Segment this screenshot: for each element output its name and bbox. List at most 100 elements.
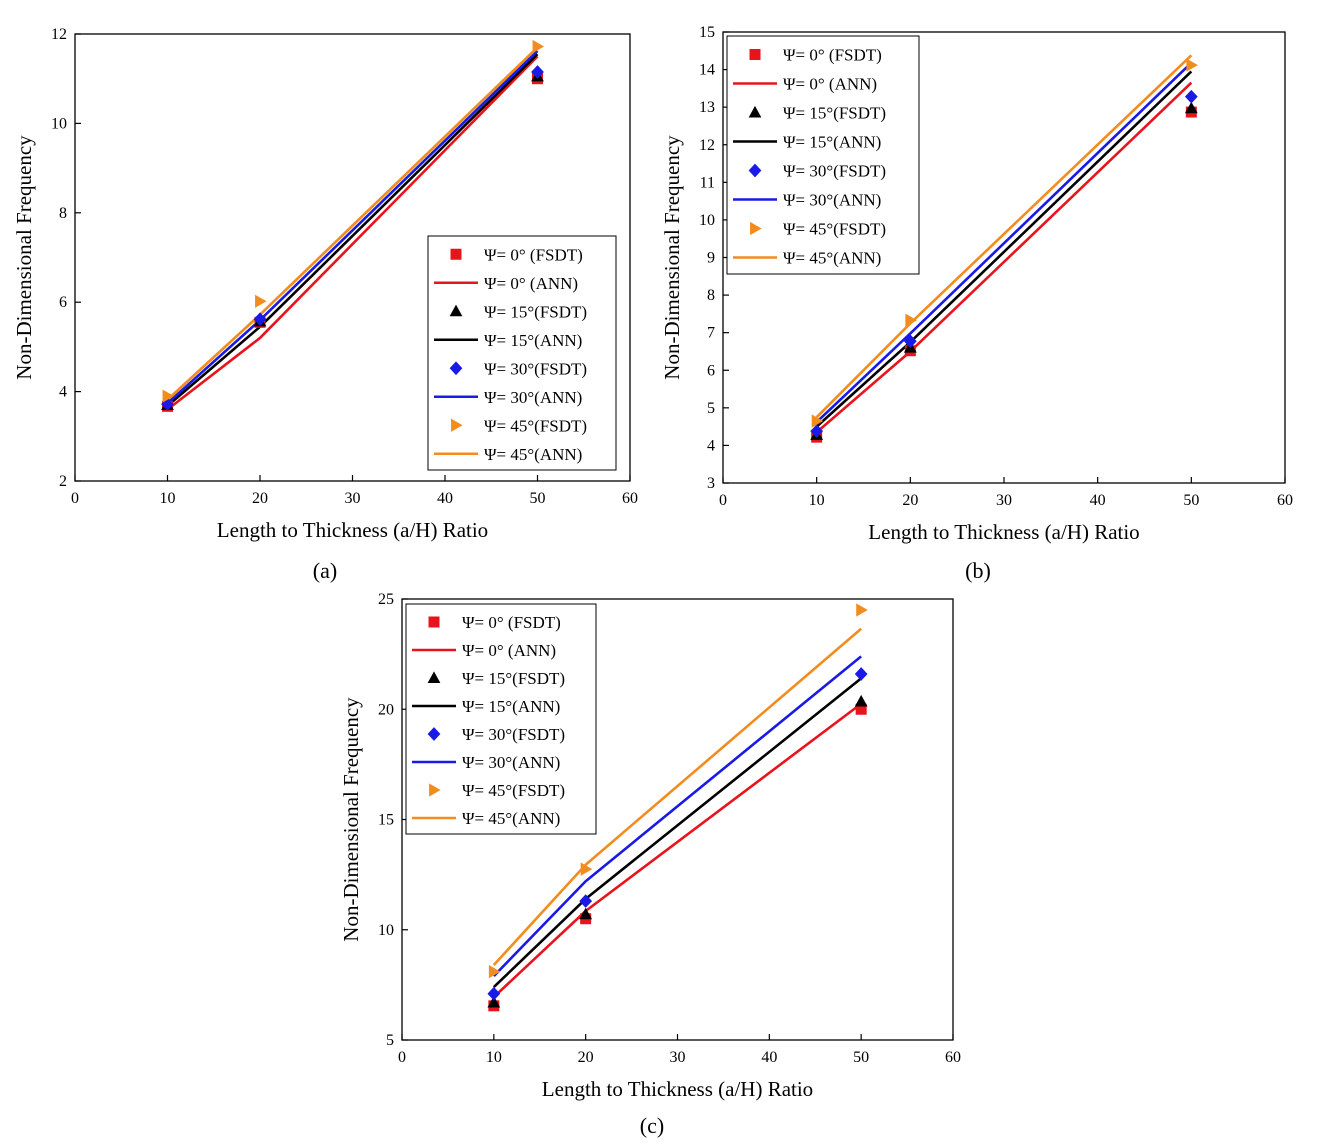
legend-entry-label: Ψ= 0° (FSDT) [484, 245, 583, 264]
series-line [815, 61, 1193, 424]
y-tick-label: 25 [378, 591, 394, 608]
y-axis-label: Non-Dimensional Frequency [12, 135, 36, 380]
data-point-triangle-right [905, 313, 917, 327]
legend-marker-swatch [749, 49, 761, 60]
legend-entry-label: Ψ= 15°(FSDT) [783, 104, 886, 123]
legend-entry-label: Ψ= 0° (ANN) [783, 75, 877, 94]
panel-caption: (a) [313, 558, 337, 583]
x-axis-label: Length to Thickness (a/H) Ratio [217, 518, 488, 542]
data-point-square [855, 703, 867, 715]
x-tick-label: 10 [486, 1049, 502, 1066]
legend-marker-swatch [427, 671, 441, 683]
data-point-triangle-right [532, 39, 545, 54]
legend-entry-label: Ψ= 45°(ANN) [462, 809, 560, 828]
legend-marker-swatch [428, 616, 440, 628]
legend-marker-swatch [429, 783, 441, 797]
legend-entry-label: Ψ= 30°(ANN) [484, 388, 582, 407]
legend-entry-label: Ψ= 15°(FSDT) [462, 669, 565, 688]
x-tick-label: 50 [1183, 492, 1199, 509]
y-tick-label: 12 [51, 26, 67, 43]
chart-panel-2: 0 10 20 30 40 50 60 5 10 15 20 25 Length to Thicknes… [339, 591, 961, 1138]
legend-entry-label: Ψ= 0° (FSDT) [462, 613, 561, 632]
x-tick-label: 0 [398, 1049, 406, 1066]
data-point-diamond [579, 894, 593, 908]
data-point-triangle-right [162, 389, 175, 403]
legend-marker-swatch [450, 248, 462, 260]
data-point-diamond [253, 312, 267, 327]
data-point-diamond [854, 667, 868, 681]
data-point-diamond [903, 334, 917, 349]
x-tick-label: 40 [437, 490, 453, 507]
legend-entry-label: Ψ= 30°(ANN) [462, 753, 560, 772]
legend-box [427, 235, 617, 471]
legend-entry-label: Ψ= 0° (FSDT) [783, 46, 882, 65]
x-tick-label: 0 [719, 492, 727, 509]
legend-entry-label: Ψ= 30°(FSDT) [783, 162, 886, 181]
x-axis-label: Length to Thickness (a/H) Ratio [542, 1077, 813, 1101]
legend-entry-label: Ψ= 0° (ANN) [484, 274, 578, 293]
series-line [166, 55, 539, 411]
data-point-triangle [579, 907, 593, 920]
x-tick-label: 20 [902, 492, 918, 509]
y-tick-label: 2 [59, 473, 67, 490]
y-tick-label: 8 [707, 287, 715, 304]
data-point-triangle [854, 694, 868, 707]
y-tick-label: 6 [707, 362, 715, 379]
y-tick-label: 4 [59, 384, 67, 401]
y-tick-label: 5 [386, 1032, 394, 1049]
y-tick-label: 14 [699, 62, 715, 79]
legend-entry-label: Ψ= 30°(FSDT) [462, 725, 565, 744]
data-point-triangle-right [1186, 58, 1198, 72]
data-point-triangle [1184, 101, 1198, 114]
y-tick-label: 10 [51, 115, 67, 132]
legend-marker-swatch [750, 221, 762, 236]
legend-entry-label: Ψ= 15°(ANN) [484, 331, 582, 350]
y-tick-label: 5 [707, 400, 715, 417]
data-point-diamond [810, 424, 824, 438]
legend-box [405, 603, 597, 835]
x-tick-label: 30 [996, 492, 1012, 509]
chart-panel-0: 0 10 20 30 40 50 60 2 4 6 8 10 12 Length to Thickness… [12, 26, 638, 583]
x-tick-label: 60 [945, 1049, 961, 1066]
x-tick-label: 10 [160, 490, 176, 507]
legend-entry-label: Ψ= 45°(FSDT) [484, 416, 587, 435]
legend-entry-label: Ψ= 0° (ANN) [462, 641, 556, 660]
data-point-diamond [1184, 89, 1198, 104]
data-point-diamond [487, 986, 501, 1001]
y-tick-label: 15 [378, 812, 394, 829]
series-line [492, 627, 863, 966]
data-point-triangle-right [488, 965, 501, 979]
chart-panel-1: 0 10 20 30 40 50 60 3 4 5 6 7 8 9 10 11 12 13 14 15 Length t… [660, 24, 1293, 583]
y-tick-label: 9 [707, 250, 715, 267]
y-tick-label: 11 [700, 174, 715, 191]
x-tick-label: 60 [622, 490, 638, 507]
y-tick-label: 8 [59, 205, 67, 222]
x-axis-label: Length to Thickness (a/H) Ratio [868, 520, 1139, 544]
y-tick-label: 20 [378, 701, 394, 718]
data-point-triangle-right [856, 603, 868, 617]
y-tick-label: 12 [699, 137, 715, 154]
x-tick-label: 40 [761, 1049, 777, 1066]
x-tick-label: 30 [670, 1049, 686, 1066]
data-point-triangle-right [580, 862, 593, 876]
x-tick-label: 50 [853, 1049, 869, 1066]
legend-marker-swatch [748, 105, 762, 118]
data-point-triangle [487, 995, 501, 1008]
legend-entry-label: Ψ= 30°(ANN) [783, 191, 881, 210]
legend-entry-label: Ψ= 45°(ANN) [783, 249, 881, 268]
data-point-diamond [531, 65, 544, 79]
legend-marker-swatch [748, 163, 762, 178]
x-tick-label: 20 [252, 490, 268, 507]
panel-caption: (c) [640, 1113, 664, 1138]
x-tick-label: 60 [1277, 492, 1293, 509]
x-tick-label: 0 [71, 490, 79, 507]
data-point-triangle-right [255, 294, 267, 308]
x-tick-label: 40 [1090, 492, 1106, 509]
legend-entry-label: Ψ= 15°(ANN) [783, 133, 881, 152]
legend-marker-swatch [451, 418, 463, 432]
x-tick-label: 50 [530, 490, 546, 507]
data-point-triangle-right [811, 414, 824, 428]
legend-box [726, 35, 920, 275]
panel-caption: (b) [965, 558, 991, 583]
